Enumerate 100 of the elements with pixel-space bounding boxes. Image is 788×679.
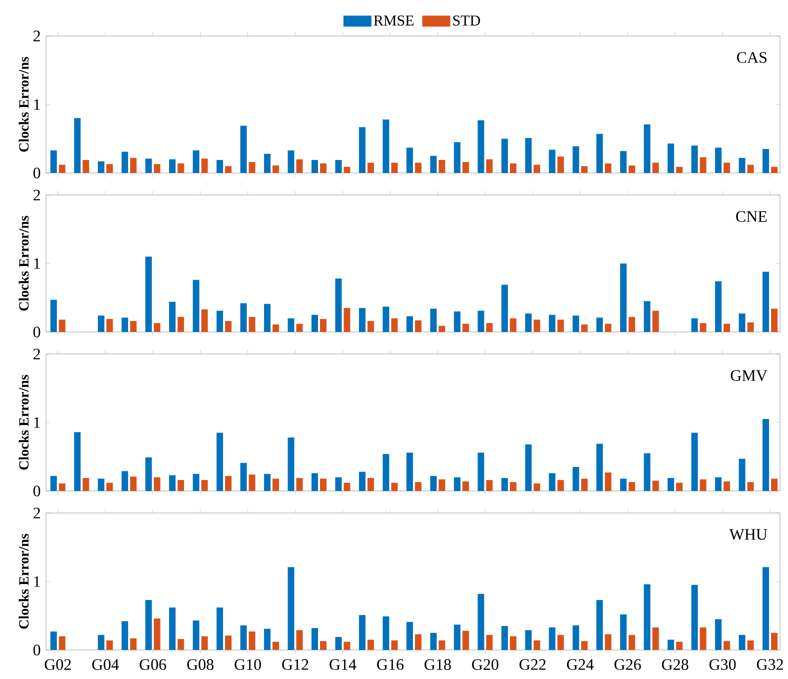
bar (525, 313, 532, 332)
bar (557, 320, 564, 332)
bar (700, 627, 706, 650)
bar (771, 166, 778, 173)
bar (438, 326, 446, 332)
y-axis-title: Clocks Error/ns (18, 534, 29, 629)
bar (596, 444, 603, 491)
bar (747, 164, 754, 173)
bar (771, 308, 778, 332)
text: WHU (729, 529, 768, 540)
bar (288, 150, 294, 173)
bar (762, 567, 770, 650)
bar (272, 478, 280, 491)
bar (382, 120, 390, 173)
bar (534, 483, 540, 491)
bar (534, 320, 540, 332)
bar (145, 600, 152, 650)
bar (74, 432, 81, 491)
bar (430, 156, 437, 173)
y-tick-label: 1 (34, 99, 40, 110)
bar (414, 162, 422, 173)
bar (312, 314, 318, 332)
bar (264, 474, 271, 491)
bar (738, 458, 746, 491)
bar (510, 318, 516, 332)
bar (738, 313, 746, 332)
bar (572, 625, 580, 650)
bar (335, 636, 342, 650)
bar (478, 452, 484, 491)
bar (525, 138, 532, 173)
bar (771, 632, 778, 650)
bar (501, 138, 508, 173)
bar (406, 622, 413, 650)
bar (335, 477, 342, 491)
bar (644, 124, 650, 173)
bar (240, 625, 247, 650)
bar (367, 321, 374, 332)
bar (320, 478, 327, 491)
bar (406, 316, 413, 332)
bar (454, 624, 460, 650)
text: CAS (737, 52, 766, 63)
bar (225, 321, 232, 332)
y-tick-label: 2 (34, 30, 40, 42)
bar (762, 419, 770, 491)
bar (130, 321, 137, 332)
bar (534, 164, 540, 173)
y-tick-label: 2 (34, 508, 40, 518)
bar (50, 631, 57, 650)
bar (676, 642, 683, 650)
bar (288, 438, 294, 491)
bar (715, 148, 722, 173)
bar (715, 281, 722, 332)
bar (534, 640, 540, 650)
bar (628, 482, 636, 491)
bar (406, 148, 413, 173)
bar (628, 165, 636, 173)
bar (58, 320, 66, 332)
bar (296, 159, 303, 173)
bar (628, 634, 636, 650)
bar (668, 640, 674, 650)
bar (652, 480, 659, 491)
bar (454, 142, 460, 173)
bar (122, 471, 128, 491)
bar (216, 310, 224, 332)
bar (510, 482, 516, 491)
bar (178, 163, 184, 173)
bar (557, 634, 564, 650)
x-tick-label: G14 (330, 659, 356, 670)
bar (335, 160, 342, 173)
bar (312, 160, 318, 173)
bar (192, 280, 200, 332)
bar (738, 634, 746, 650)
bar (296, 478, 303, 491)
bar (525, 444, 532, 491)
y-axis-title: Clocks Error/ns (18, 216, 29, 311)
bar (572, 467, 580, 491)
bar (130, 158, 137, 173)
bar (700, 479, 706, 491)
x-tick-label: G22 (520, 659, 546, 670)
bar (668, 144, 674, 173)
bar (438, 160, 446, 173)
bar (391, 640, 398, 650)
bar (358, 472, 366, 491)
bar (240, 126, 247, 173)
bar (644, 584, 650, 650)
bar (344, 482, 350, 491)
bar (272, 324, 280, 332)
bar (106, 640, 113, 650)
bar (462, 630, 469, 650)
bar (154, 323, 160, 332)
bar (320, 318, 327, 332)
bar (58, 636, 66, 650)
bar (430, 632, 437, 650)
bar (225, 636, 232, 650)
bar (216, 432, 224, 491)
bar (296, 630, 303, 650)
bar (762, 149, 770, 173)
y-axis-title: Clocks Error/ns (18, 374, 29, 470)
bar (438, 479, 446, 491)
legend-label: RMSE (374, 16, 414, 26)
